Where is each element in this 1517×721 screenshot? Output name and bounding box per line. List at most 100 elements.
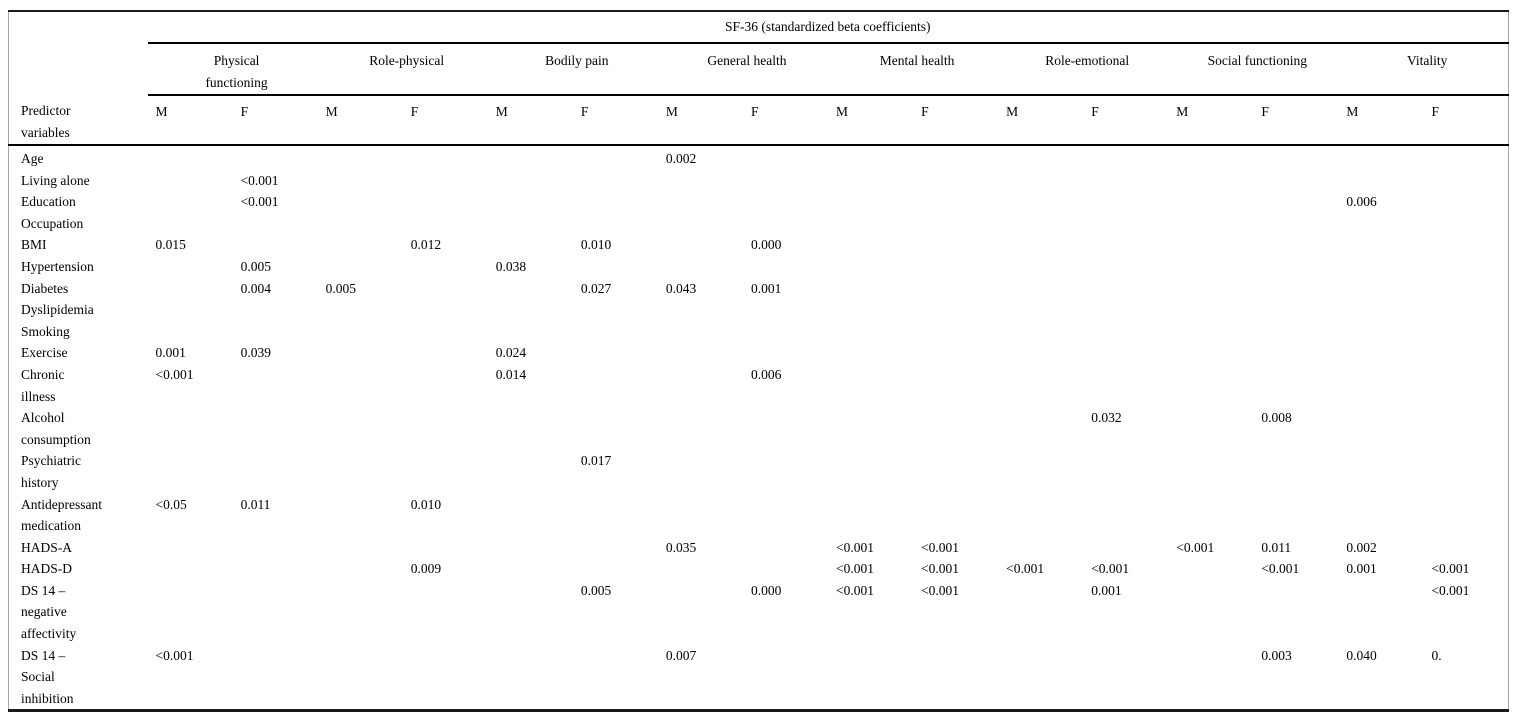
value-cell: [828, 494, 913, 537]
value-cell: [1338, 170, 1423, 192]
row-label: BMI: [21, 237, 47, 253]
value-cell: [1168, 145, 1253, 170]
value-cell: [403, 407, 488, 450]
value-cell: [318, 364, 403, 407]
row-label: Occupation: [21, 215, 84, 231]
value-cell: [743, 450, 828, 493]
value-cell: <0.001: [1431, 561, 1470, 577]
value-cell: [573, 213, 658, 235]
value-cell: [403, 213, 488, 235]
value-cell: [828, 191, 913, 213]
value-cell: <0.05: [155, 496, 187, 512]
value-cell: <0.001: [921, 582, 960, 598]
value-cell: [1423, 407, 1508, 450]
value-cell: [1253, 145, 1338, 170]
value-cell: [743, 537, 828, 559]
value-cell: [1168, 256, 1253, 278]
sex-subheader: F: [232, 95, 318, 146]
value-cell: [573, 299, 658, 321]
value-cell: [1253, 213, 1338, 235]
column-group-header: Bodily pain: [487, 43, 658, 96]
value-cell: [913, 213, 998, 235]
value-cell: [1423, 342, 1508, 364]
value-cell: [658, 256, 743, 278]
value-cell: [148, 407, 233, 450]
value-cell: [403, 321, 488, 343]
value-cell: [233, 580, 318, 645]
value-cell: [1338, 364, 1423, 407]
value-cell: 0.010: [410, 496, 442, 512]
value-cell: [1338, 278, 1423, 300]
value-cell: <0.001: [921, 539, 960, 555]
row-label: DS 14 – negative affectivity: [21, 582, 77, 642]
table-row: HADS-A 0.035 <0.001 <0.001 <0.001 0.011 0.002: [9, 537, 1509, 559]
value-cell: [573, 256, 658, 278]
value-cell: 0.005: [325, 280, 356, 296]
value-cell: [1253, 321, 1338, 343]
value-cell: [913, 278, 998, 300]
value-cell: [1083, 191, 1168, 213]
value-cell: 0.001: [750, 280, 782, 296]
value-cell: [998, 450, 1083, 493]
value-cell: <0.001: [836, 561, 874, 577]
value-cell: [148, 558, 233, 580]
value-cell: [573, 191, 658, 213]
value-cell: [1168, 278, 1253, 300]
value-cell: [1423, 256, 1508, 278]
value-cell: [233, 145, 318, 170]
table-row: Living alone <0.001: [9, 170, 1509, 192]
value-cell: [1423, 213, 1508, 235]
value-cell: [828, 450, 913, 493]
value-cell: [233, 407, 318, 450]
value-cell: [233, 299, 318, 321]
value-cell: <0.001: [155, 647, 194, 663]
value-cell: [1338, 580, 1423, 645]
value-cell: [658, 558, 743, 580]
value-cell: [658, 234, 743, 256]
value-cell: [1168, 364, 1253, 407]
value-cell: <0.001: [240, 194, 279, 210]
value-cell: [743, 494, 828, 537]
value-cell: <0.001: [921, 561, 960, 577]
value-cell: 0.027: [580, 280, 612, 296]
value-cell: [1338, 450, 1423, 493]
value-cell: [148, 278, 233, 300]
value-cell: [1083, 145, 1168, 170]
value-cell: [658, 191, 743, 213]
value-cell: 0.008: [1261, 410, 1292, 426]
value-cell: 0.032: [1091, 410, 1122, 426]
value-cell: [828, 342, 913, 364]
table-row: Psychiatric history 0.017: [9, 450, 1509, 493]
row-label: Age: [21, 151, 44, 166]
value-cell: [148, 145, 233, 170]
value-cell: [318, 170, 403, 192]
value-cell: 0.005: [240, 258, 271, 274]
column-group-header: General health: [657, 43, 828, 96]
value-cell: [148, 191, 233, 213]
value-cell: [913, 191, 998, 213]
value-cell: [573, 170, 658, 192]
value-cell: [828, 321, 913, 343]
value-cell: [148, 213, 233, 235]
value-cell: [1253, 191, 1338, 213]
value-cell: [913, 450, 998, 493]
value-cell: [998, 321, 1083, 343]
value-cell: [403, 580, 488, 645]
value-cell: [403, 191, 488, 213]
value-cell: [1168, 321, 1253, 343]
sex-subheader: F: [1423, 95, 1509, 146]
sex-subheader: M: [1168, 95, 1254, 146]
value-cell: [658, 407, 743, 450]
value-cell: [1253, 580, 1338, 645]
value-cell: [913, 645, 998, 711]
value-cell: [658, 342, 743, 364]
stub-spacer: [9, 11, 148, 43]
value-cell: [488, 407, 573, 450]
table-row: Hypertension 0.005 0.038: [9, 256, 1509, 278]
value-cell: [1168, 299, 1253, 321]
value-cell: [488, 645, 573, 711]
value-cell: [403, 537, 488, 559]
value-cell: [1083, 278, 1168, 300]
value-cell: [488, 145, 573, 170]
value-cell: 0.015: [155, 237, 186, 253]
